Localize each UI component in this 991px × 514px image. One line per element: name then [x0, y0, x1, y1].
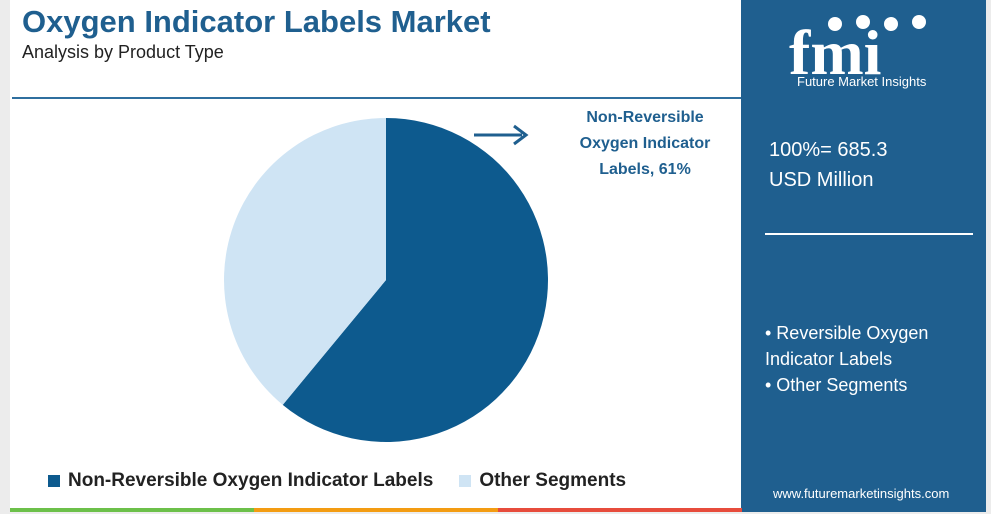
total-unit: USD Million — [769, 169, 874, 191]
pie-slice-1 — [224, 118, 386, 405]
segment-list: • Reversible Oxygen Indicator Labels • O… — [765, 320, 980, 398]
title-divider — [12, 97, 742, 99]
legend-swatch — [48, 475, 60, 487]
pie-slice-0 — [282, 118, 548, 443]
legend-item-1: Other Segments — [459, 470, 626, 492]
website-link[interactable]: www.futuremarketinsights.com — [773, 486, 950, 501]
legend-item-0: Non-Reversible Oxygen Indicator Labels — [48, 470, 433, 492]
segment-item-reversible: • Reversible Oxygen Indicator Labels — [765, 323, 929, 369]
fmi-logo-icon: fmi — [789, 15, 926, 88]
total-value: 100%= 685.3 — [769, 139, 888, 161]
logo-caption: Future Market Insights — [797, 74, 927, 89]
callout-arrow-icon — [474, 124, 529, 146]
chart-subtitle: Analysis by Product Type — [22, 42, 224, 62]
legend-label: Other Segments — [479, 470, 627, 491]
panel-divider — [765, 233, 973, 235]
market-total: 100%= 685.3 USD Million — [769, 135, 887, 195]
chart-title: Oxygen Indicator Labels Market — [22, 4, 491, 39]
chart-legend: Non-Reversible Oxygen Indicator Labels Ot… — [48, 468, 652, 494]
pie-chart — [224, 118, 548, 443]
segment-item-other: • Other Segments — [765, 375, 908, 395]
bottom-color-bar — [10, 508, 986, 512]
legend-swatch — [459, 475, 472, 487]
legend-label: Non-Reversible Oxygen Indicator Labels — [68, 470, 434, 491]
slice-callout: Non-Reversible Oxygen Indicator Labels, … — [560, 105, 730, 183]
callout-line-2: Oxygen Indicator — [579, 135, 711, 152]
side-panel: fmi Future Market Insights 100%= 685.3 U… — [741, 0, 986, 510]
callout-line-1: Non-Reversible — [586, 109, 704, 126]
callout-line-3: Labels, 61% — [599, 161, 691, 178]
